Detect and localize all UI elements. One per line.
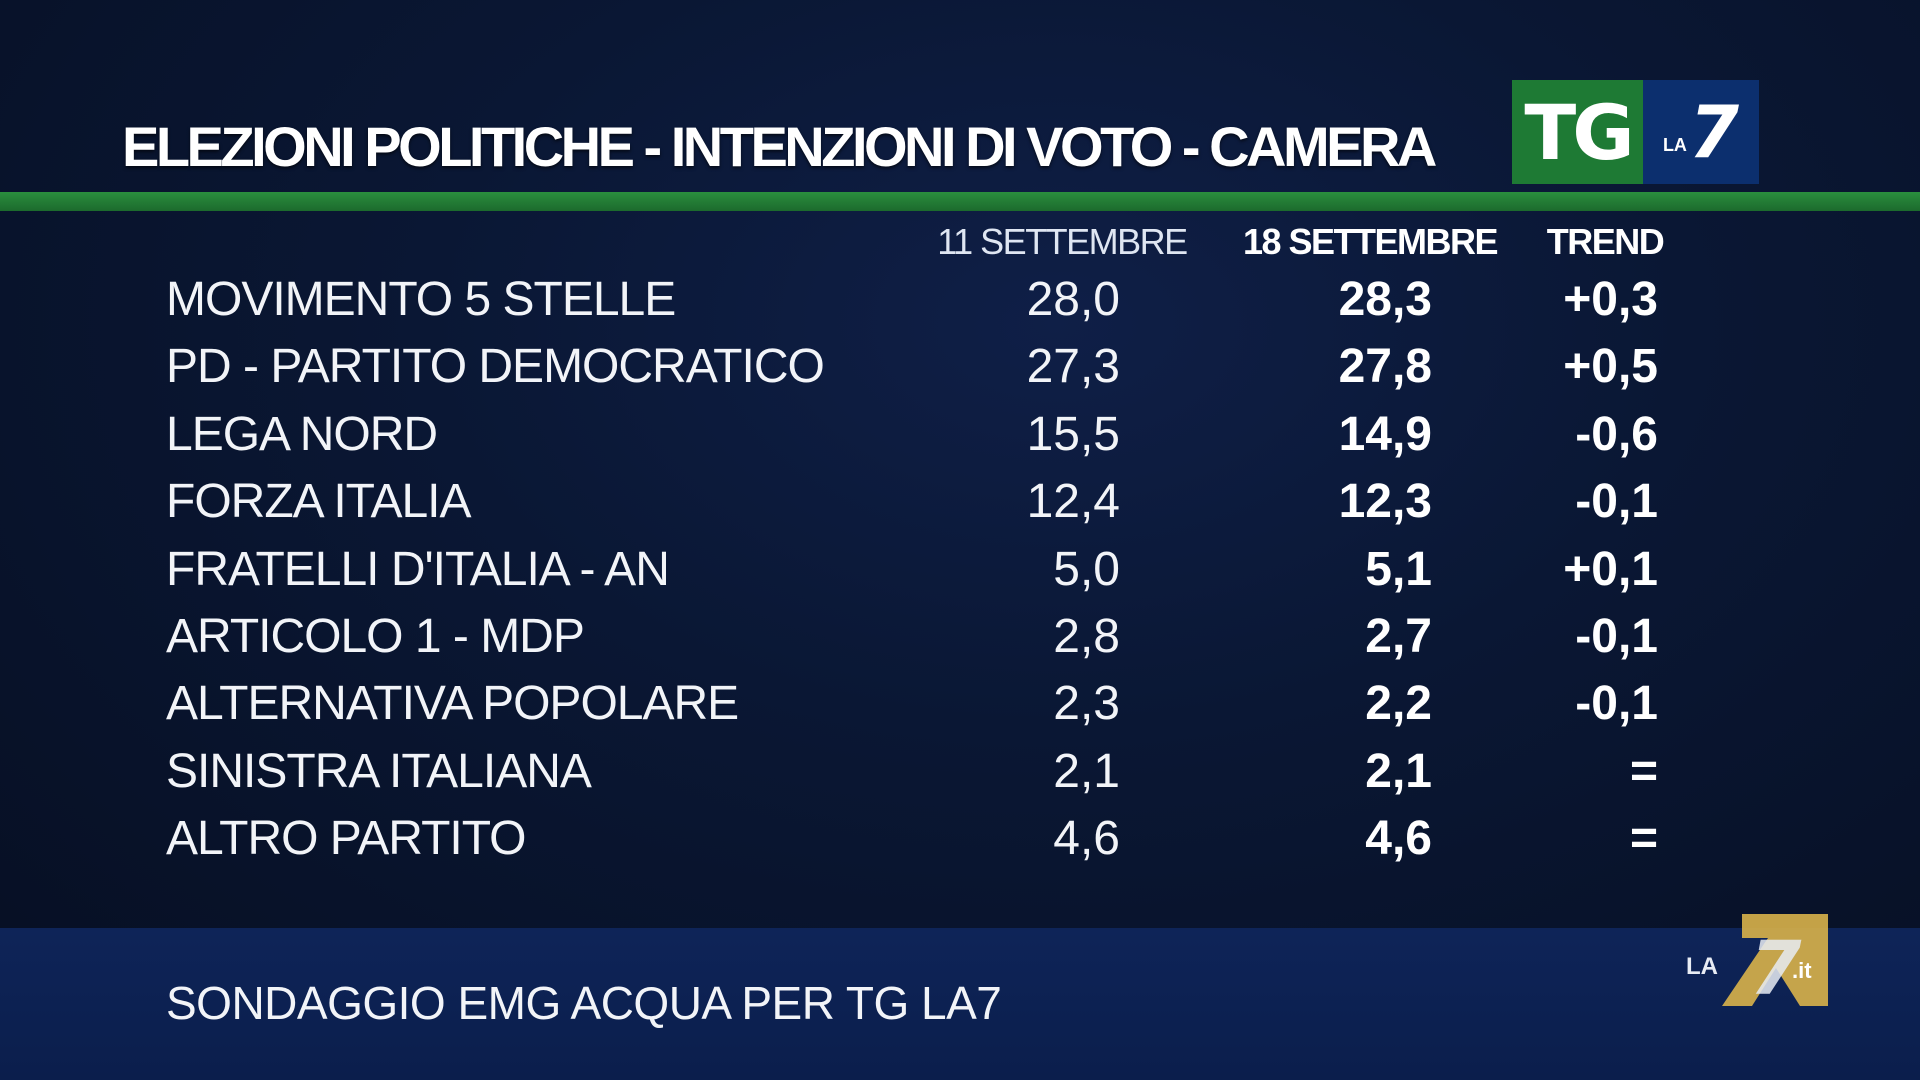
party-name: ALTERNATIVA POPOLARE [166, 677, 739, 731]
party-name: ARTICOLO 1 - MDP [166, 610, 585, 663]
party-name: PD - PARTITO DEMOCRATICO [166, 340, 825, 394]
table-row: LEGA NORD 15,5 14,9 -0,6 [0, 401, 1920, 468]
footer-band [0, 928, 1920, 1080]
value-11-settembre: 28,0 [1026, 273, 1120, 326]
value-18-settembre: 27,8 [1338, 340, 1432, 394]
value-18-settembre: 12,3 [1338, 475, 1432, 529]
corner-logo-seven: 7 [1750, 926, 1802, 1012]
trend-value: +0,5 [1563, 340, 1658, 394]
trend-value: = [1629, 812, 1658, 866]
value-18-settembre: 2,7 [1365, 610, 1432, 663]
value-11-settembre: 2,1 [1053, 744, 1120, 798]
value-11-settembre: 5,0 [1053, 542, 1120, 596]
corner-logo-it: .it [1792, 958, 1812, 983]
table-row: ARTICOLO 1 - MDP 2,8 2,7 -0,1 [0, 603, 1920, 670]
trend-value: +0,3 [1563, 273, 1658, 326]
trend-value: +0,1 [1563, 542, 1658, 596]
table-row: FRATELLI D'ITALIA - AN 5,0 5,1 +0,1 [0, 536, 1920, 603]
party-name: ALTRO PARTITO [166, 812, 527, 866]
table-row: FORZA ITALIA 12,4 12,3 -0,1 [0, 468, 1920, 535]
party-name: FORZA ITALIA [166, 475, 471, 529]
value-18-settembre: 4,6 [1365, 812, 1432, 866]
trend-value: = [1629, 744, 1658, 798]
value-11-settembre: 15,5 [1026, 407, 1120, 461]
la7-logo-la: LA [1662, 134, 1687, 155]
table-row: PD - PARTITO DEMOCRATICO 27,3 27,8 +0,5 [0, 333, 1920, 400]
value-18-settembre: 14,9 [1338, 407, 1432, 461]
la7-logo-seven: 7 [1688, 90, 1740, 174]
tg-logo-text: TG [1524, 87, 1634, 177]
column-header-11-settembre: 11 SETTEMBRE [937, 221, 1188, 262]
la7-logo: LA 7 [1643, 80, 1759, 184]
value-11-settembre: 4,6 [1053, 812, 1120, 866]
trend-value: -0,1 [1575, 610, 1658, 663]
table-row: ALTERNATIVA POPOLARE 2,3 2,2 -0,1 [0, 670, 1920, 737]
table-row: SINISTRA ITALIANA 2,1 2,1 = [0, 738, 1920, 805]
page-title: ELEZIONI POLITICHE - INTENZIONI DI VOTO … [122, 115, 1437, 178]
table-row: MOVIMENTO 5 STELLE 28,0 28,3 +0,3 [0, 266, 1920, 333]
header-divider [0, 192, 1920, 211]
value-11-settembre: 2,8 [1053, 610, 1120, 663]
trend-value: -0,1 [1575, 677, 1658, 731]
corner-logo-gold-shape [1722, 914, 1828, 1006]
corner-logo-la: LA [1686, 953, 1718, 980]
trend-value: -0,1 [1575, 475, 1658, 529]
column-header-trend: TREND [1546, 221, 1665, 262]
value-18-settembre: 28,3 [1338, 273, 1432, 326]
party-name: FRATELLI D'ITALIA - AN [166, 542, 670, 596]
party-name: LEGA NORD [166, 407, 438, 461]
value-11-settembre: 27,3 [1026, 340, 1120, 394]
value-18-settembre: 5,1 [1365, 542, 1432, 596]
value-11-settembre: 12,4 [1026, 475, 1120, 529]
trend-value: -0,6 [1575, 407, 1658, 461]
value-18-settembre: 2,1 [1365, 744, 1432, 798]
source-caption: SONDAGGIO EMG ACQUA PER TG LA7 [166, 977, 1002, 1029]
party-name: MOVIMENTO 5 STELLE [166, 273, 676, 326]
column-header-18-settembre: 18 SETTEMBRE [1242, 221, 1499, 262]
value-11-settembre: 2,3 [1053, 677, 1120, 731]
tg-logo: TG [1512, 80, 1643, 184]
value-18-settembre: 2,2 [1365, 677, 1432, 731]
table-row: ALTRO PARTITO 4,6 4,6 = [0, 805, 1920, 872]
party-name: SINISTRA ITALIANA [166, 744, 592, 798]
la7-it-corner-logo: LA 7 .it [1686, 914, 1828, 1012]
